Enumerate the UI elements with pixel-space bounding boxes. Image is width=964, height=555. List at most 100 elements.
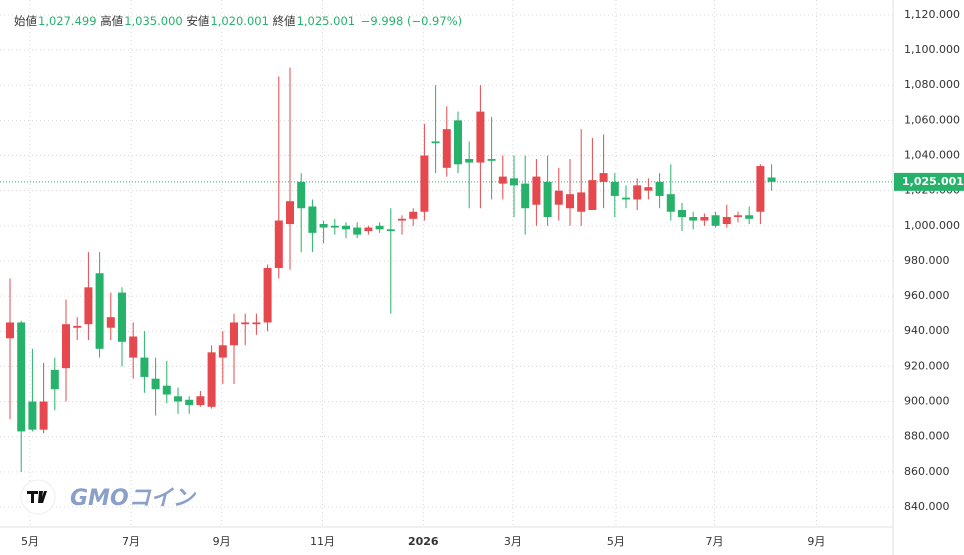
tv-logo: [20, 479, 56, 515]
header-value: 1,025.001: [297, 14, 356, 28]
y-tick-label: 880.000: [904, 430, 950, 443]
candle-body: [633, 185, 642, 200]
candle-body: [341, 225, 350, 230]
x-tick-label: 9月: [213, 535, 231, 548]
candle-body: [364, 227, 373, 232]
candle-body: [599, 173, 608, 182]
y-tick-label: 1,080.000: [904, 78, 960, 91]
candle-body: [50, 369, 59, 390]
candle-body: [711, 215, 720, 226]
candle-body: [588, 180, 597, 210]
y-tick-label: 1,040.000: [904, 149, 960, 162]
candle-body: [39, 401, 48, 430]
candle-body: [297, 181, 306, 209]
candle-body: [218, 345, 227, 358]
candle-body: [196, 396, 205, 406]
candle-body: [453, 120, 462, 165]
candle-body: [151, 378, 160, 390]
candle-body: [241, 322, 250, 325]
candle-body: [95, 273, 104, 349]
y-tick-label: 1,100.000: [904, 43, 960, 56]
candle-body: [28, 401, 37, 430]
candle-body: [700, 217, 709, 221]
x-tick-label: 2026: [408, 535, 439, 548]
candle-body: [644, 187, 653, 191]
candle-body: [140, 357, 149, 377]
candle-body: [229, 322, 238, 346]
candle-body: [689, 217, 698, 221]
candle-body: [487, 159, 496, 161]
candle-body: [565, 194, 574, 209]
header-label: 終値: [273, 14, 296, 28]
candle-body: [498, 176, 507, 184]
candle-body: [621, 197, 630, 200]
candle-body: [655, 181, 664, 196]
candle-body: [543, 181, 552, 218]
header-label: 安値: [186, 14, 209, 28]
candle-body: [285, 201, 294, 225]
candle-body: [722, 217, 731, 225]
candle-body: [756, 166, 765, 212]
x-tick-label: 5月: [607, 535, 625, 548]
candle-body: [173, 396, 182, 402]
header-value: 1,035.000: [124, 14, 183, 28]
candle-body: [207, 352, 216, 407]
x-tick-label: 11月: [310, 535, 335, 548]
candle-body: [409, 211, 418, 219]
candle-body: [319, 224, 328, 228]
candle-body: [73, 325, 82, 328]
y-tick-label: 1,000.000: [904, 219, 960, 232]
candle-body: [532, 176, 541, 205]
grid: [0, 0, 893, 527]
candle-body: [185, 399, 194, 406]
candle-body: [6, 322, 15, 339]
candle-body: [442, 129, 451, 168]
y-tick-label: 1,060.000: [904, 113, 960, 126]
candle-body: [386, 229, 395, 232]
x-tick-label: 7月: [705, 535, 723, 548]
candle-body: [666, 194, 675, 212]
candle-body: [106, 317, 115, 328]
candle-body: [554, 190, 563, 205]
last-price-tag: [894, 172, 964, 191]
candle-body: [431, 141, 440, 144]
ohlc-header: 始値1,027.499 高値1,035.000 安値1,020.001 終値1,…: [14, 14, 462, 28]
y-tick-label: 920.000: [904, 359, 950, 372]
logo: GMOコイン: [70, 486, 197, 511]
candle-body: [118, 292, 127, 342]
y-tick-label: 860.000: [904, 465, 950, 478]
candle-body: [521, 183, 530, 209]
y-tick-label: 1,120.000: [904, 8, 960, 21]
header-label: 始値: [14, 14, 37, 28]
candle-body: [162, 385, 171, 395]
header-value: 1,020.001: [210, 14, 269, 28]
candle-body: [677, 209, 686, 218]
candle-body: [330, 225, 339, 228]
candle-body: [610, 181, 619, 196]
header-value: 1,027.499: [38, 14, 97, 28]
candle-body: [375, 225, 384, 230]
x-tick-label: 5月: [21, 535, 39, 548]
candle-body: [263, 267, 272, 323]
candle-body: [129, 336, 138, 358]
candle-body: [62, 324, 71, 369]
y-tick-label: 940.000: [904, 324, 950, 337]
y-tick-label: 840.000: [904, 500, 950, 513]
header-change: −9.998 (−0.97%): [361, 14, 462, 28]
axes: 840.000 860.000 880.000 900.000 920.000 940.0…: [21, 8, 964, 548]
candle-body: [767, 177, 776, 182]
candle-body: [84, 287, 93, 325]
candle-body: [509, 178, 518, 186]
gap: [355, 14, 359, 28]
candle-body: [308, 206, 317, 233]
y-tick-label: 900.000: [904, 395, 950, 408]
last-price-label: 1,025.001: [902, 175, 964, 188]
y-tick-label: 960.000: [904, 289, 950, 302]
candle-body: [274, 220, 283, 268]
candle-body: [353, 227, 362, 235]
candle-body: [733, 215, 742, 218]
candle-body: [252, 322, 261, 325]
candle-body: [465, 159, 474, 163]
